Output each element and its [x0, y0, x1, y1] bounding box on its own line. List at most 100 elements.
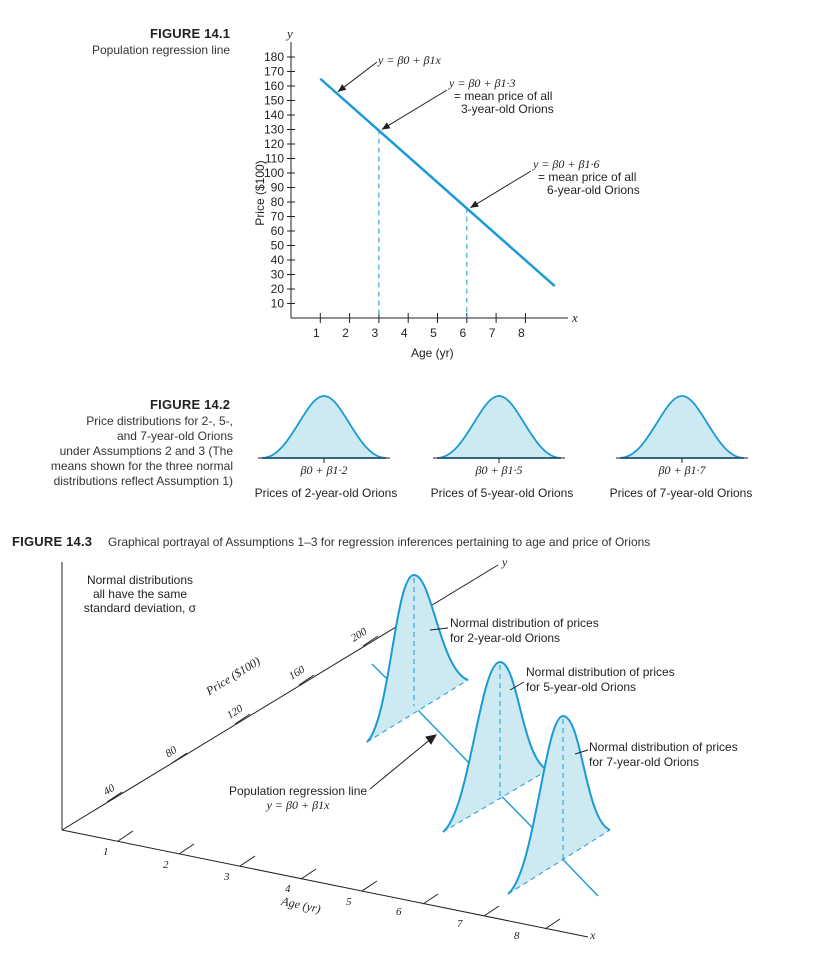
fig1-x-tick-label-6: 6	[459, 326, 466, 340]
fig3-age-tick-label-1: 1	[103, 846, 109, 858]
fig1-y-tick-label-70: 70	[271, 210, 285, 224]
fig1-annotation-6-l2: 6-year-old Orions	[547, 183, 640, 197]
age-tick-3	[239, 855, 256, 867]
fig1-y-tick-label-150: 150	[264, 94, 284, 108]
age-tick-6	[422, 893, 439, 905]
age-tick-7	[483, 905, 500, 917]
curve-label-2yr: Prices of 2-year-old Orions	[254, 486, 398, 500]
fig3-y-var: y	[502, 555, 508, 569]
fig3-caption: Graphical portrayal of Assumptions 1–3 f…	[108, 535, 651, 549]
fig3-reg-l2: y = β0 + β1x	[266, 798, 330, 812]
fig1-y-tick-label-80: 80	[271, 195, 285, 209]
mean-label-7yr: β0 + β1·7	[658, 463, 706, 477]
fig3-age-tick-label-8: 8	[514, 930, 520, 942]
fig1-x-tick-label-4: 4	[401, 326, 408, 340]
fig3-note-l2: all have the same	[92, 587, 188, 601]
price-tick-80	[171, 752, 188, 764]
fig3-dist-fill-2yr	[367, 575, 468, 742]
age-tick-2	[178, 843, 195, 855]
mean-label-5yr: β0 + β1·5	[475, 463, 523, 477]
fig1-x-axis-label: Age (yr)	[411, 346, 454, 360]
fig1-arrow-6	[470, 170, 532, 209]
fig1-y-tick-label-130: 130	[264, 123, 284, 137]
fig3-age-tick-label-4: 4	[285, 883, 291, 895]
fig1-y-tick-label-120: 120	[264, 137, 284, 151]
fig3-regression-label: Population regression line y = β0 + β1x	[222, 784, 374, 812]
fig1-regression-line	[319, 77, 556, 288]
fig3-note-l1: Normal distributions	[86, 573, 194, 587]
fig1-arrow-6-head	[470, 200, 479, 208]
fig1-x-var: x	[572, 310, 578, 325]
fig2-label: FIGURE 14.2	[150, 397, 231, 412]
fig3-dist7-l2: for 7-year-old Orions	[589, 755, 700, 769]
curve-label-5yr: Prices of 5-year-old Orions	[430, 486, 574, 500]
price-tick-120	[234, 713, 251, 725]
fig1-y-tick-label-100: 100	[264, 166, 284, 180]
fig1-y-tick-label-10: 10	[271, 297, 285, 311]
fig3-dist2-l2: for 2-year-old Orions	[450, 631, 561, 645]
fig3-dist-base-2yr	[366, 679, 469, 743]
fig1-x-tick-label-5: 5	[430, 326, 437, 340]
fig1-annotation-6: y = β0 + β1·6 = mean price of all 6-year…	[533, 158, 640, 197]
fig1-annotation-3: y = β0 + β1·3 = mean price of all 3-year…	[449, 77, 554, 116]
fig1-arrow-line	[337, 61, 378, 93]
fig3-dist-label-7yr: Normal distribution of prices for 7-year…	[589, 740, 738, 770]
fig3-dist-curve-7yr	[507, 714, 611, 895]
fig3-pointer-2yr	[429, 627, 449, 631]
fig3-age-tick-label-5: 5	[346, 896, 352, 908]
fig3-pointer-5yr	[509, 681, 525, 691]
fig1-x-tick-label-7: 7	[489, 326, 496, 340]
fig1-annotation-3-l2: 3-year-old Orions	[461, 102, 554, 116]
normal-curve-2yr	[261, 395, 387, 459]
fig1-annotation-line: y = β0 + β1x	[378, 53, 441, 67]
age-tick-1	[117, 830, 134, 842]
fig3-pointer-regression-head	[425, 734, 437, 745]
price-tick-200	[362, 635, 379, 647]
age-tick-8	[544, 918, 561, 930]
fig3-dist-curve-5yr	[442, 660, 549, 833]
fig3-note: Normal distributions all have the same s…	[70, 573, 210, 615]
fig1-x-tick-label-3: 3	[372, 326, 379, 340]
normal-curve-5yr	[436, 395, 562, 459]
fig3-age-axis	[61, 829, 589, 938]
fig3-dist-fill-7yr	[508, 716, 610, 894]
fig3-note-l3: standard deviation, σ	[83, 601, 197, 615]
fig3-dist-label-5yr: Normal distribution of prices for 5-year…	[526, 665, 675, 695]
fig1-y-tick-label-90: 90	[271, 181, 285, 195]
fig3-age-tick-label-2: 2	[163, 859, 169, 871]
fig1-annotation-3-l1: = mean price of all	[454, 89, 553, 103]
fig1-x-tick-label-2: 2	[342, 326, 349, 340]
fig1-y-tick-label-160: 160	[264, 79, 284, 93]
fig2-caption-l5: distributions reflect Assumption 1)	[53, 474, 233, 488]
fig3-dist-base-7yr	[507, 829, 611, 895]
price-tick-40	[106, 791, 123, 803]
fig2-caption: Price distributions for 2-, 5-, and 7-ye…	[30, 414, 233, 489]
fig1-annotation-6-eq: y = β0 + β1·6	[533, 157, 600, 171]
fig1-y-tick-label-170: 170	[264, 65, 284, 79]
curve-label-7yr: Prices of 7-year-old Orions	[609, 486, 753, 500]
fig1-y-tick-label-180: 180	[264, 50, 284, 64]
fig1-y-var: y	[287, 26, 293, 41]
fig1-y-tick-label-20: 20	[271, 282, 285, 296]
fig3-age-tick-label-7: 7	[457, 918, 463, 930]
fig3-dist-fill-5yr	[443, 662, 548, 832]
fig3-pointer-regression	[369, 737, 433, 790]
fig3-age-tick-label-3: 3	[224, 871, 230, 883]
fig3-pointer-7yr	[574, 749, 589, 755]
fig1-arrow-3-head	[381, 122, 391, 130]
fig1-y-tick-label-40: 40	[271, 253, 285, 267]
fig3-dist2-l1: Normal distribution of prices	[450, 616, 599, 630]
mean-label-2yr: β0 + β1·2	[300, 463, 348, 477]
fig1-caption: Population regression line	[92, 43, 231, 57]
fig1-x-tick-label-1: 1	[313, 326, 320, 340]
fig2-caption-l2: and 7-year-old Orions	[116, 429, 233, 443]
fig3-reg-l1: Population regression line	[228, 784, 368, 798]
fig2-caption-l1: Price distributions for 2-, 5-,	[86, 414, 233, 428]
fig2-caption-l4: means shown for the three normal	[50, 459, 233, 473]
fig1-arrow-3	[381, 89, 448, 130]
fig1-y-tick-label-30: 30	[271, 268, 285, 282]
fig3-label: FIGURE 14.3	[12, 534, 93, 549]
